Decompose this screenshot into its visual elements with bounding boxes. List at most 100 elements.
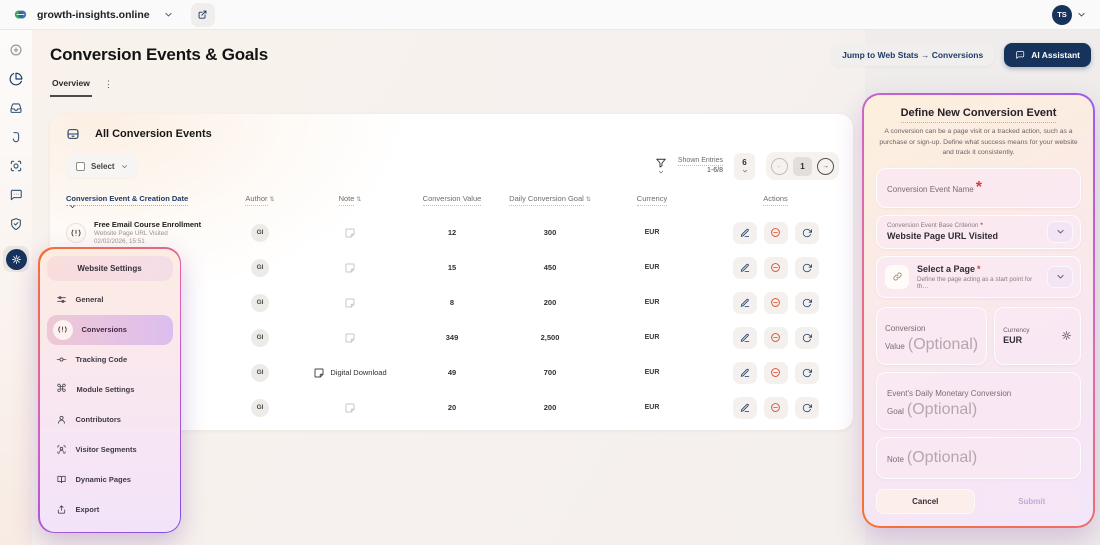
export-icon — [57, 505, 65, 514]
currency: EUR — [644, 299, 660, 306]
pencil-icon — [740, 263, 749, 272]
rotate-icon — [802, 368, 812, 377]
menu-item-contributors[interactable]: Contributors — [47, 405, 173, 435]
sidebar-item-settings-active[interactable] — [3, 246, 29, 272]
column-daily-goal[interactable]: Daily Conversion Goal ⇅ — [508, 194, 592, 206]
column-currency[interactable]: Currency — [592, 194, 712, 206]
remove-button[interactable] — [763, 396, 788, 419]
card-title: All Conversion Events — [95, 128, 212, 140]
tab-overview[interactable]: Overview — [50, 78, 92, 97]
submit-button[interactable]: Submit — [982, 488, 1081, 514]
remove-button[interactable] — [763, 291, 788, 314]
event-name-input[interactable]: Conversion Event Name * — [876, 167, 1081, 208]
rotate-icon — [802, 298, 812, 307]
sort-icon: ⇅ — [356, 197, 362, 203]
rotate-icon — [802, 263, 812, 272]
daily-goal-input[interactable]: Event's Daily Monetary Conversion Goal (O… — [876, 371, 1081, 430]
edit-button[interactable] — [732, 326, 757, 349]
conversion-value-input[interactable]: Conversion Value (Optional) — [876, 306, 988, 365]
author-avatar: GI — [251, 223, 269, 242]
user-avatar[interactable]: TS — [1052, 4, 1072, 25]
page-chevron-button[interactable] — [1047, 265, 1073, 288]
conversion-events-card: All Conversion Events Select Shown Entri… — [50, 114, 853, 430]
event-criterion: Website Page URL Visited — [94, 230, 168, 237]
remove-button[interactable] — [763, 326, 788, 349]
base-criterion-select[interactable]: Conversion Event Base Criterion * Website… — [876, 214, 1081, 249]
link-icon — [885, 264, 909, 289]
menu-item-export[interactable]: Export — [47, 495, 173, 525]
select-page-dropdown[interactable]: Select a Page * Define the page acting as… — [876, 255, 1081, 298]
column-note[interactable]: Note ⇅ — [304, 194, 396, 206]
open-site-button[interactable] — [190, 2, 215, 27]
author-avatar: GI — [251, 398, 269, 417]
select-dropdown[interactable]: Select — [66, 154, 138, 178]
cancel-button[interactable]: Cancel — [876, 488, 975, 514]
menu-item-general[interactable]: General — [47, 285, 173, 315]
add-icon[interactable] — [9, 43, 23, 57]
chat-icon[interactable] — [9, 188, 23, 202]
author-avatar: GI — [251, 363, 269, 382]
currency-gear-icon[interactable] — [1061, 330, 1072, 341]
table-row: Free Email Course Enrollment Website Pag… — [50, 215, 853, 250]
daily-goal: 200 — [543, 298, 557, 307]
optional-suffix: (Optional) — [906, 400, 978, 418]
user-menu-chevron-down-icon[interactable] — [1077, 10, 1086, 19]
edit-button[interactable] — [732, 396, 757, 419]
remove-button[interactable] — [763, 221, 788, 244]
edit-button[interactable] — [732, 291, 757, 314]
jump-to-web-stats-button[interactable]: Jump to Web Stats → Conversions — [831, 44, 995, 66]
menu-item-tracking-code[interactable]: Tracking Code — [47, 345, 173, 375]
hook-icon[interactable] — [9, 130, 23, 144]
prev-page-button[interactable]: ← — [771, 157, 788, 175]
remove-button[interactable] — [763, 256, 788, 279]
filter-button[interactable] — [655, 157, 667, 175]
reset-button[interactable] — [794, 361, 819, 384]
note-input[interactable]: Note (Optional) — [876, 436, 1081, 479]
chevron-down-icon — [1056, 275, 1064, 279]
shield-icon[interactable] — [9, 217, 23, 231]
sort-icon: ⇅ — [269, 197, 275, 203]
menu-item-module-settings[interactable]: ⌘ Module Settings — [56, 383, 135, 395]
table-row: n GI 20 200 EUR — [50, 390, 853, 425]
reset-button[interactable] — [794, 326, 819, 349]
reset-button[interactable] — [794, 396, 819, 419]
tab-options-kebab-icon[interactable]: ⋮ — [103, 79, 113, 89]
currency-selector[interactable]: Currency EUR — [994, 306, 1081, 365]
column-author[interactable]: Author ⇅ — [216, 194, 304, 206]
required-marker: * — [975, 178, 982, 196]
edit-button[interactable] — [732, 361, 757, 384]
panel-title: Define New Conversion Event — [876, 107, 1081, 123]
page-title: Conversion Events & Goals — [50, 45, 268, 64]
pie-chart-icon[interactable] — [9, 72, 23, 86]
next-page-button[interactable]: → — [817, 157, 834, 175]
focus-icon[interactable] — [9, 159, 23, 173]
conversion-value: 349 — [445, 333, 459, 342]
page-size-select[interactable]: 6 — [734, 152, 755, 180]
inbox-icon[interactable] — [9, 101, 23, 115]
pencil-icon — [740, 333, 749, 342]
edit-button[interactable] — [732, 221, 757, 244]
select-all-checkbox[interactable] — [76, 161, 85, 171]
column-event-date[interactable]: Conversion Event & Creation Date — [66, 194, 216, 210]
minus-circle-icon — [771, 368, 780, 377]
reset-button[interactable] — [794, 256, 819, 279]
site-chevron-down-icon[interactable] — [164, 10, 173, 19]
remove-button[interactable] — [763, 361, 788, 384]
site-selector[interactable]: growth-insights.online — [14, 8, 150, 21]
author-avatar: GI — [251, 328, 269, 347]
column-conversion-value[interactable]: Conversion Value — [396, 194, 508, 206]
edit-button[interactable] — [732, 256, 757, 279]
criterion-chevron-button[interactable] — [1047, 220, 1073, 243]
reset-button[interactable] — [794, 291, 819, 314]
note-icon — [345, 228, 355, 237]
minus-circle-icon — [771, 263, 780, 272]
daily-goal: 200 — [543, 403, 557, 412]
reset-button[interactable] — [794, 221, 819, 244]
menu-item-dynamic-pages[interactable]: Dynamic Pages — [47, 465, 173, 495]
ai-assistant-button[interactable]: AI Assistant — [1004, 43, 1091, 67]
minus-circle-icon — [771, 333, 780, 342]
rotate-icon — [802, 228, 812, 237]
menu-item-conversions[interactable]: Conversions — [46, 314, 173, 345]
menu-item-visitor-segments[interactable]: Visitor Segments — [47, 435, 173, 465]
currency: EUR — [644, 369, 660, 376]
